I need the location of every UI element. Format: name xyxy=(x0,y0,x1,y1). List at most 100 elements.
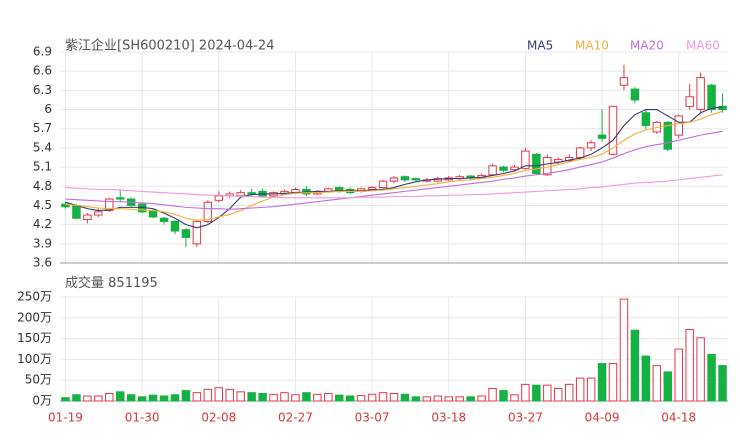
volume-bar xyxy=(94,395,103,402)
candle-body xyxy=(641,112,651,127)
volume-bar xyxy=(433,395,443,402)
volume-bar xyxy=(641,355,651,402)
volume-bar xyxy=(236,391,245,402)
candle-body xyxy=(94,211,103,216)
volume-bar xyxy=(400,393,410,402)
candle-body xyxy=(247,192,256,195)
chart-title: 紫江企业[SH600210] 2024-04-24 xyxy=(65,38,274,54)
candle-body xyxy=(389,177,399,182)
candle-body xyxy=(499,166,508,171)
volume-bar xyxy=(532,384,541,402)
x-tick-label: 02-27 xyxy=(278,411,313,425)
candle-body xyxy=(575,147,585,158)
volume-bar xyxy=(586,377,596,402)
legend-item: MA20 xyxy=(630,39,664,53)
candle-body xyxy=(192,220,202,245)
candle-body xyxy=(61,203,70,208)
y-tick-label: 6.6 xyxy=(33,64,52,78)
y-tick-label: 50万 xyxy=(25,373,52,387)
volume-bar xyxy=(564,383,574,402)
candle-body xyxy=(488,165,497,176)
volume-bar xyxy=(116,391,125,402)
volume-bar xyxy=(455,396,464,402)
y-tick-label: 150万 xyxy=(17,331,52,345)
candle-body xyxy=(674,115,683,136)
candle-body xyxy=(105,198,114,212)
y-tick-label: 4.2 xyxy=(33,217,52,231)
candle-body xyxy=(236,192,245,197)
y-tick-label: 6.3 xyxy=(33,83,52,97)
candle-body xyxy=(203,201,213,222)
volume-bar xyxy=(280,392,289,402)
volume-bar xyxy=(630,329,640,402)
legend-item: MA5 xyxy=(527,39,553,53)
volume-bar xyxy=(488,388,497,402)
volume-bar xyxy=(83,395,92,402)
volume-bar xyxy=(159,395,169,402)
volume-bar xyxy=(105,393,114,402)
volume-bar xyxy=(269,393,278,402)
volume-bar xyxy=(61,397,70,402)
volume-bar xyxy=(619,298,629,402)
y-tick-label: 0万 xyxy=(32,394,52,408)
volume-bar xyxy=(652,365,662,402)
volume-bar xyxy=(422,396,432,402)
volume-bar xyxy=(335,394,344,402)
candle-body xyxy=(696,77,705,111)
y-tick-label: 4.5 xyxy=(33,198,52,212)
y-tick-label: 3.9 xyxy=(33,236,52,250)
candle-body xyxy=(597,134,607,139)
x-tick-label: 03-18 xyxy=(431,411,466,425)
volume-bar xyxy=(696,337,705,402)
candle-body xyxy=(411,178,421,181)
volume-bar xyxy=(148,394,158,402)
candle-body xyxy=(400,176,410,181)
volume-bar xyxy=(444,396,453,402)
volume-bar xyxy=(225,388,234,402)
y-tick-label: 6 xyxy=(44,102,52,116)
candle-body xyxy=(367,187,377,190)
candle-body xyxy=(663,121,672,150)
ma-line xyxy=(65,106,723,229)
volume-bar xyxy=(345,395,355,402)
volume-bar xyxy=(302,392,311,402)
ma-line xyxy=(65,110,723,221)
volume-bar xyxy=(181,390,191,402)
candle-body xyxy=(170,220,180,232)
volume-label: 成交量 xyxy=(65,275,104,291)
volume-bar xyxy=(718,365,727,402)
legend-item: MA10 xyxy=(575,39,609,53)
volume-bar xyxy=(192,392,202,402)
x-tick-label: 03-07 xyxy=(355,411,390,425)
candle-body xyxy=(554,158,563,163)
volume-title: 成交量 851195 xyxy=(65,275,158,291)
candle-body xyxy=(378,180,388,189)
candle-body xyxy=(72,204,81,219)
legend-item: MA60 xyxy=(686,39,720,53)
y-tick-label: 6.9 xyxy=(33,45,52,59)
x-tick-label: 04-18 xyxy=(661,411,696,425)
volume-bar xyxy=(356,395,366,402)
volume-bar xyxy=(597,363,607,402)
volume-bar xyxy=(258,393,267,402)
y-tick-label: 5.1 xyxy=(33,160,52,174)
volume-bar xyxy=(72,394,81,402)
volume-last-value: 851195 xyxy=(108,276,158,291)
ma-line xyxy=(65,174,723,199)
volume-bar xyxy=(389,393,399,402)
volume-bar xyxy=(170,394,180,402)
candle-body xyxy=(83,214,92,221)
volume-bar xyxy=(707,353,716,402)
y-tick-label: 5.4 xyxy=(33,140,52,154)
candle-body xyxy=(521,150,530,169)
volume-bar xyxy=(137,396,147,402)
volume-bar xyxy=(203,388,213,402)
volume-bar xyxy=(477,395,486,402)
x-tick-label: 01-19 xyxy=(48,411,83,425)
volume-bar xyxy=(663,371,672,402)
volume-bar xyxy=(291,394,300,402)
candle-body xyxy=(685,96,694,107)
candle-body xyxy=(586,142,596,149)
ma-line xyxy=(65,130,723,210)
